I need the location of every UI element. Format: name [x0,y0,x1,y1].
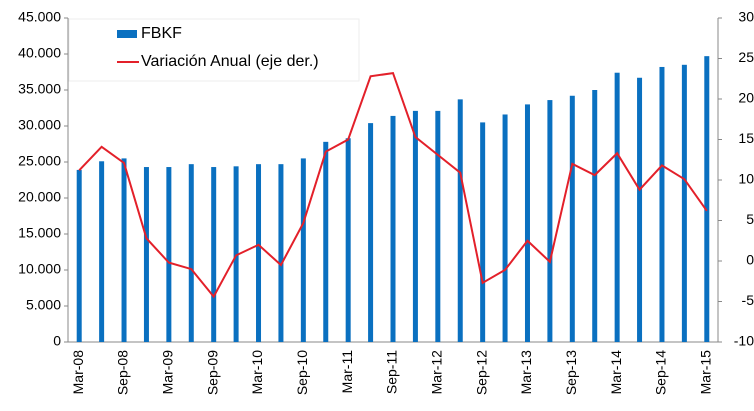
y-tick-label: 25.000 [18,153,61,169]
x-tick-label: Sep-09 [204,350,220,395]
x-tick-label: Mar-08 [70,350,86,395]
x-tick-label: Mar-10 [249,350,265,395]
x-tick-label: Mar-13 [518,350,534,395]
bar [166,167,172,342]
x-tick-label: Sep-12 [473,350,489,395]
y-tick-label: 10.000 [18,261,61,277]
legend-label: Variación Anual (eje der.) [141,53,319,70]
y2-tick-label: -10 [734,333,754,349]
bar [659,66,665,343]
legend-swatch [117,30,137,38]
y2-tick-label: 30 [738,9,754,25]
bar [547,100,553,342]
x-tick-label: Mar-09 [160,350,176,395]
y2-tick-label: 15 [738,130,754,146]
legend-box [68,18,360,82]
y2-tick-label: -5 [742,292,754,308]
bar [99,161,105,342]
bar [256,164,262,342]
bar [323,141,329,342]
y2-tick-label: 5 [746,211,754,227]
bar [233,166,239,342]
bar [480,122,486,343]
bar [211,167,217,342]
bar [412,110,418,342]
bar [614,72,620,342]
bar [524,104,530,343]
bar [502,114,508,342]
x-tick-label: Sep-11 [384,350,400,394]
bar [278,164,284,342]
y-tick-label: 0 [53,333,61,349]
bar [704,56,710,342]
bar [435,110,441,342]
x-tick-label: Sep-14 [653,350,669,395]
y-tick-label: 35.000 [18,81,61,97]
y2-tick-label: 25 [738,49,754,65]
x-tick-label: Sep-08 [115,350,131,395]
bar [457,99,463,342]
x-tick-label: Mar-15 [697,350,713,395]
bar [390,115,396,342]
y-tick-label: 5.000 [26,297,61,313]
x-tick-label: Sep-13 [563,350,579,395]
line [78,71,708,299]
bar [121,158,127,342]
bar [76,169,82,342]
bar [188,164,194,342]
bar [637,77,643,342]
y-tick-label: 15.000 [18,225,61,241]
y2-tick-label: 10 [738,171,754,187]
x-tick-label: Sep-10 [294,350,310,395]
bar [368,123,374,343]
x-tick-label: Mar-11 [339,350,355,394]
y2-tick-label: 0 [746,252,754,268]
y-tick-label: 45.000 [18,9,61,25]
bar [569,95,575,342]
bar [143,167,149,342]
x-tick-label: Mar-12 [429,350,445,395]
bar [345,138,351,342]
bar [300,158,306,342]
bar [681,64,687,343]
y-tick-label: 20.000 [18,189,61,205]
bar [592,90,598,342]
y2-tick-label: 20 [738,90,754,106]
legend-label: FBKF [141,25,182,42]
x-tick-label: Mar-14 [608,350,624,395]
y-tick-label: 40.000 [18,45,61,61]
y-tick-label: 30.000 [18,117,61,133]
